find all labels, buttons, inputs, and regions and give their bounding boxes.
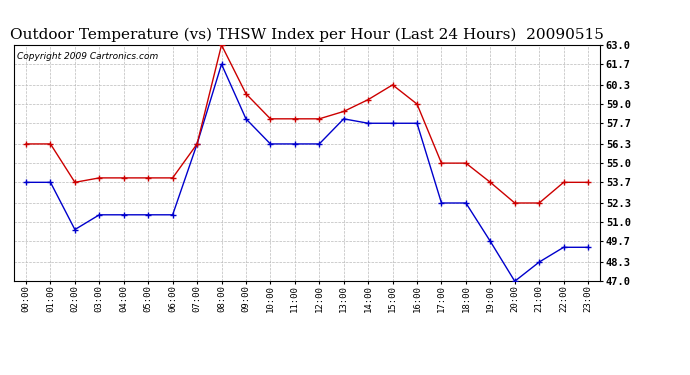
Title: Outdoor Temperature (vs) THSW Index per Hour (Last 24 Hours)  20090515: Outdoor Temperature (vs) THSW Index per … — [10, 28, 604, 42]
Text: Copyright 2009 Cartronics.com: Copyright 2009 Cartronics.com — [17, 52, 158, 61]
